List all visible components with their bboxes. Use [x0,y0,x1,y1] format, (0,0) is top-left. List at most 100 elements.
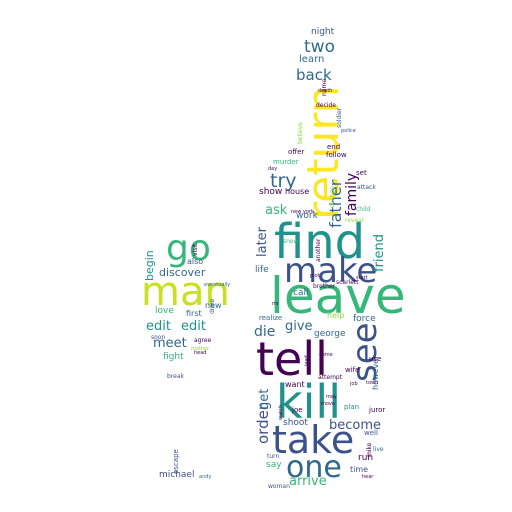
word-also: also [187,257,203,266]
word-live: live [373,446,384,453]
word-child: child [356,206,370,213]
word-move: move [321,401,335,407]
word-andy: andy [199,474,211,480]
word-edit-2: edit [181,319,206,334]
word-lead: lead [304,355,310,366]
word-attempt: attempt [318,374,343,381]
word-time: time [350,465,368,474]
word-start: start [356,275,368,281]
word-layer: leave find tell make man kill take go on… [141,27,406,490]
word-order: order [254,403,272,444]
word-may: may [326,394,337,400]
word-come: come [319,352,333,358]
word-scarlett: scarlett [336,279,359,286]
word-eventually: eventually [204,282,230,288]
word-realize: realize [259,314,282,322]
word-hear: hear [362,474,374,480]
word-die: die [254,324,275,340]
word-another: another [315,238,322,262]
word-reveal: reveal [345,217,364,224]
word-leave: leave [270,267,406,325]
word-change: change [329,186,336,208]
word-fight: fight [163,352,184,362]
word-break: break [167,373,185,380]
word-visit: visit [192,243,199,256]
word-call: call [293,288,308,298]
word-mr: mr [272,301,280,307]
word-day: day [268,166,277,172]
word-well: well [364,429,378,437]
word-wife: wife [345,366,359,374]
word-help: help [327,311,344,320]
word-brother: brother [313,283,336,290]
word-two: two [304,37,335,57]
word-shoot: shoot [283,418,308,428]
word-snow: snow [283,238,299,245]
word-turn: turn [267,453,280,460]
word-new-york: new york [291,209,314,215]
word-agree: agree [194,337,212,344]
word-take: take [272,418,354,462]
word-begin: begin [143,250,156,281]
word-escape: escape [172,449,180,474]
word-juror: juror [368,406,385,414]
word-back: back [296,66,332,84]
word-man: man [141,269,230,315]
word-set: set [356,169,367,177]
word-night: night [311,27,335,37]
word-joe: joe [291,406,303,414]
word-town: town [366,380,378,386]
word-offer: offer [288,148,304,156]
word-one: one [286,450,342,485]
word-mike: mike [366,442,373,457]
word-say: say [266,460,282,470]
word-show: show [259,187,282,197]
word-give: give [285,319,313,334]
word-kill: kill [276,375,341,429]
word-watch: watch [278,405,284,420]
word-woman: woman [268,483,290,490]
word-end: end [327,143,340,151]
word-decide: decide [316,102,336,109]
word-try: try [270,170,297,192]
word-later: later [255,226,270,257]
word-love: love [155,306,174,316]
word-run: run [358,453,373,463]
word-believe: believe [297,122,304,144]
word-use: use [369,355,381,363]
word-become: become [329,418,381,433]
word-force: force [353,314,376,324]
word-father: father [326,179,345,228]
word-attack: attack [357,184,376,191]
word-learn: learn [299,54,324,65]
word-head: head [194,350,206,356]
word-plan: plan [344,403,359,411]
word-murder: murder [273,158,299,166]
word-new: new [205,301,222,310]
word-see: see [345,322,385,382]
word-work: work [296,211,319,221]
word-follow: follow [326,151,347,159]
word-george: george [314,329,346,339]
word-make: make [284,251,377,291]
word-edit-1: edit [146,319,171,334]
word-want: want [285,380,305,389]
word-plot: plot [310,273,320,279]
word-life: life [255,265,269,275]
word-first: first [186,309,202,318]
word-arrive: arrive [289,474,327,489]
word-michael: michael [159,470,194,480]
word-soldier: soldier [336,107,343,128]
word-tell: tell [256,332,328,386]
word-name: name [321,79,328,96]
word-get: get [257,389,272,410]
word-meet: meet [153,336,187,351]
word-family: family [344,173,360,216]
word-job: job [349,381,358,387]
word-death: death [318,88,332,94]
word-go: go [166,228,211,269]
word-return: return [298,85,349,220]
word-house: house [285,187,309,196]
word-ask: ask [265,203,288,218]
